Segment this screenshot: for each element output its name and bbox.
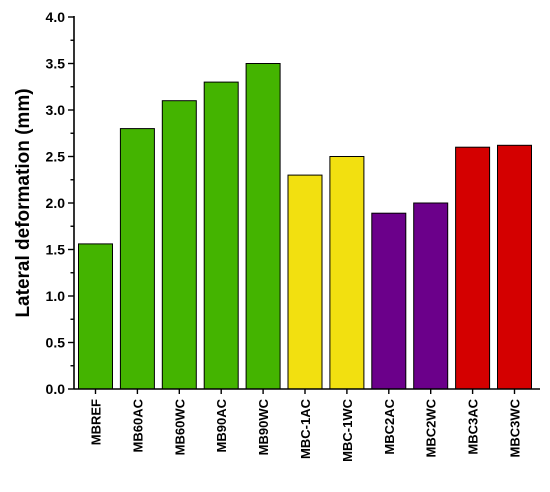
x-tick-label: MB90AC [214, 398, 229, 452]
bars-group [78, 63, 532, 390]
y-tick-label: 1.0 [46, 288, 66, 304]
y-tick-label: 2.5 [46, 149, 66, 165]
y-tick-label: 2.0 [46, 195, 66, 211]
x-tick-label: MBC2WC [424, 398, 439, 457]
bar-mbc3wc [497, 144, 532, 390]
bar-mb60wc [161, 100, 197, 390]
y-axis: 0.0 0.5 1.0 1.5 2.0 2.5 3.0 3.5 4.0 [46, 9, 75, 397]
bar-mbc-1ac [287, 174, 323, 390]
y-tick-label: 0.5 [46, 335, 66, 351]
bar-mbc3ac [455, 146, 491, 390]
y-tick-label: 1.5 [46, 242, 66, 258]
y-axis-title: Lateral deformation (mm) [13, 88, 34, 317]
x-axis: MBREF MB60AC MB60WC MB90AC MB90WC MBC-1AC MBC-… [74, 388, 540, 462]
bar-mb90ac [203, 81, 239, 390]
bar-mbref [78, 243, 113, 390]
x-tick-label: MBC2AC [382, 398, 397, 454]
bar-mbc-1wc [329, 156, 365, 390]
y-tick-label: 3.5 [46, 56, 66, 72]
x-tick-label: MBC3AC [466, 398, 481, 454]
x-tick-label: MB90WC [256, 398, 271, 455]
x-tick-label: MBC-1WC [340, 398, 355, 461]
y-tick-label: 0.0 [46, 381, 66, 397]
bar-mb60ac [119, 128, 155, 390]
bar-mbc2wc [413, 202, 449, 390]
bar-mb90wc [245, 63, 281, 390]
y-tick-label: 3.0 [46, 102, 66, 118]
x-tick-label: MB60WC [172, 398, 187, 455]
y-tick-label: 4.0 [46, 9, 66, 25]
bar-mbc2ac [371, 212, 407, 390]
x-tick-label: MBC-1AC [298, 398, 313, 459]
x-tick-label: MBC3WC [508, 398, 523, 457]
x-tick-label: MB60AC [130, 398, 145, 452]
x-tick-label: MBREF [89, 399, 104, 445]
